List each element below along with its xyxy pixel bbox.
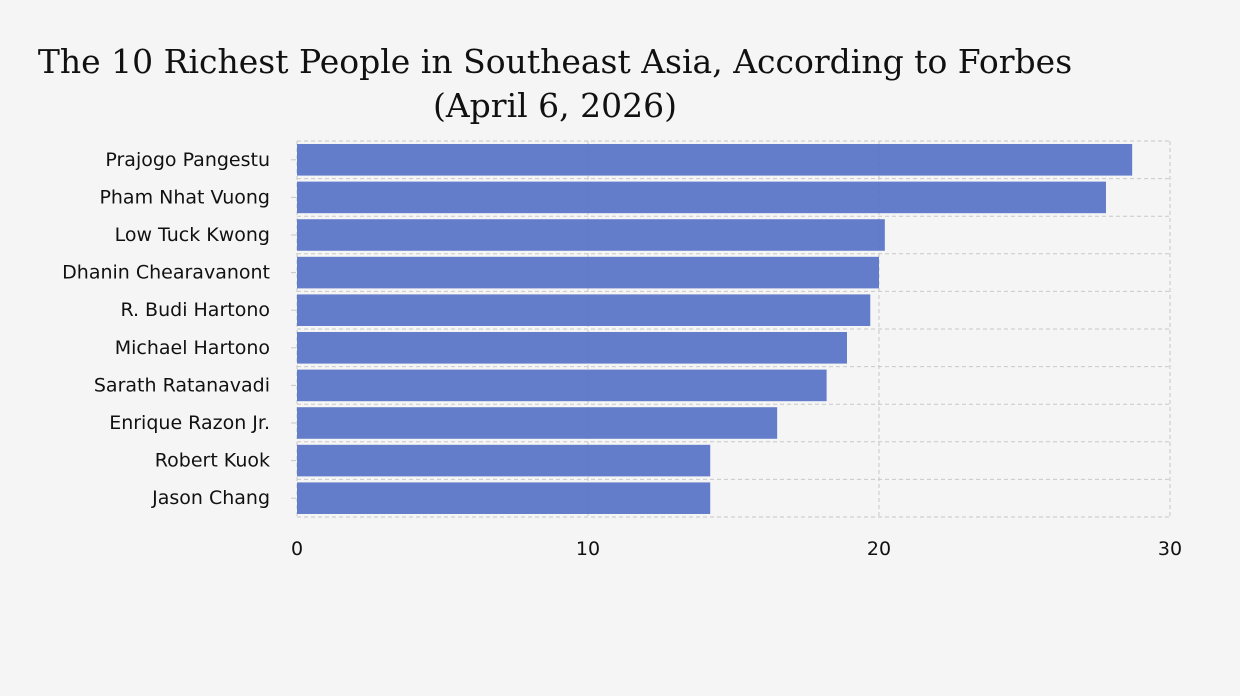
chart-title-block: The 10 Richest People in Southeast Asia,… xyxy=(0,40,1110,128)
bar xyxy=(297,144,1133,176)
category-label: Pham Nhat Vuong xyxy=(99,186,270,208)
bar xyxy=(297,407,778,439)
x-tick-label: 30 xyxy=(1158,538,1182,560)
category-label: Prajogo Pangestu xyxy=(105,149,270,171)
category-label: Michael Hartono xyxy=(115,337,270,359)
category-label: R. Budi Hartono xyxy=(120,299,270,321)
category-label: Robert Kuok xyxy=(155,450,270,472)
x-tick-label: 20 xyxy=(867,538,891,560)
bar xyxy=(297,294,871,326)
x-tick-label: 10 xyxy=(576,538,600,560)
category-label: Jason Chang xyxy=(151,487,270,509)
category-label: Dhanin Chearavanont xyxy=(62,262,270,284)
bar xyxy=(297,219,885,251)
category-label: Low Tuck Kwong xyxy=(115,224,270,246)
category-label: Sarath Ratanavadi xyxy=(94,374,270,396)
chart-title: The 10 Richest People in Southeast Asia,… xyxy=(37,42,1073,81)
category-label: Enrique Razon Jr. xyxy=(109,412,270,434)
bar xyxy=(297,332,847,364)
bar xyxy=(297,444,711,477)
bar xyxy=(297,181,1106,214)
bar xyxy=(297,482,711,514)
chart-subtitle: (April 6, 2026) xyxy=(432,86,678,125)
bar xyxy=(297,369,827,402)
bar xyxy=(297,256,879,289)
x-tick-label: 0 xyxy=(291,538,303,560)
